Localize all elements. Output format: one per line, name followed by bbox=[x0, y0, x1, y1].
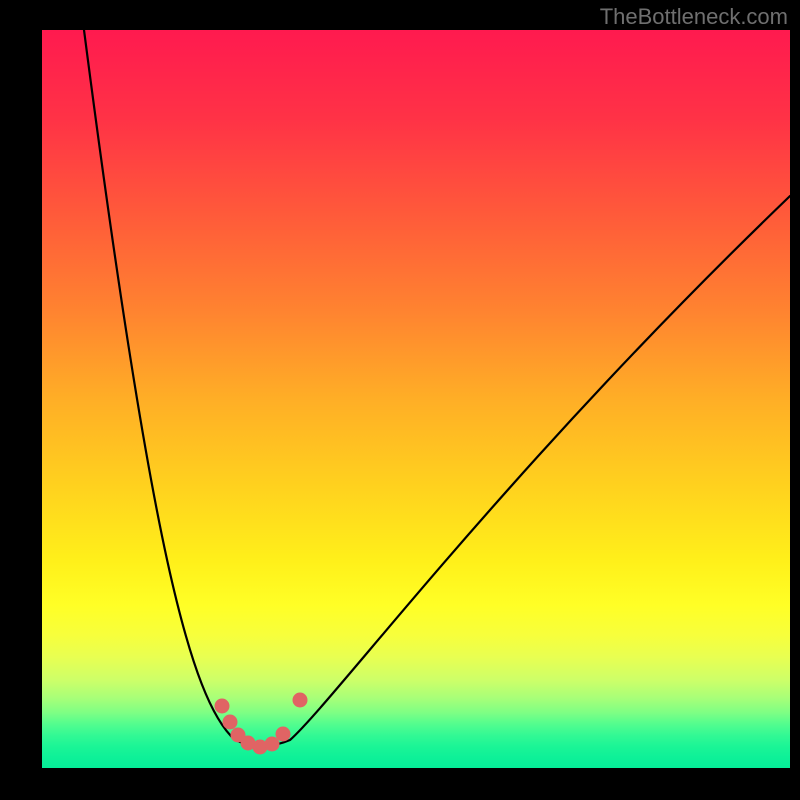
marker-point bbox=[223, 715, 238, 730]
watermark-text: TheBottleneck.com bbox=[600, 4, 788, 30]
marker-point bbox=[276, 727, 291, 742]
marker-point bbox=[215, 699, 230, 714]
marker-point bbox=[293, 693, 308, 708]
bottleneck-chart bbox=[0, 0, 800, 800]
chart-background bbox=[42, 30, 790, 768]
